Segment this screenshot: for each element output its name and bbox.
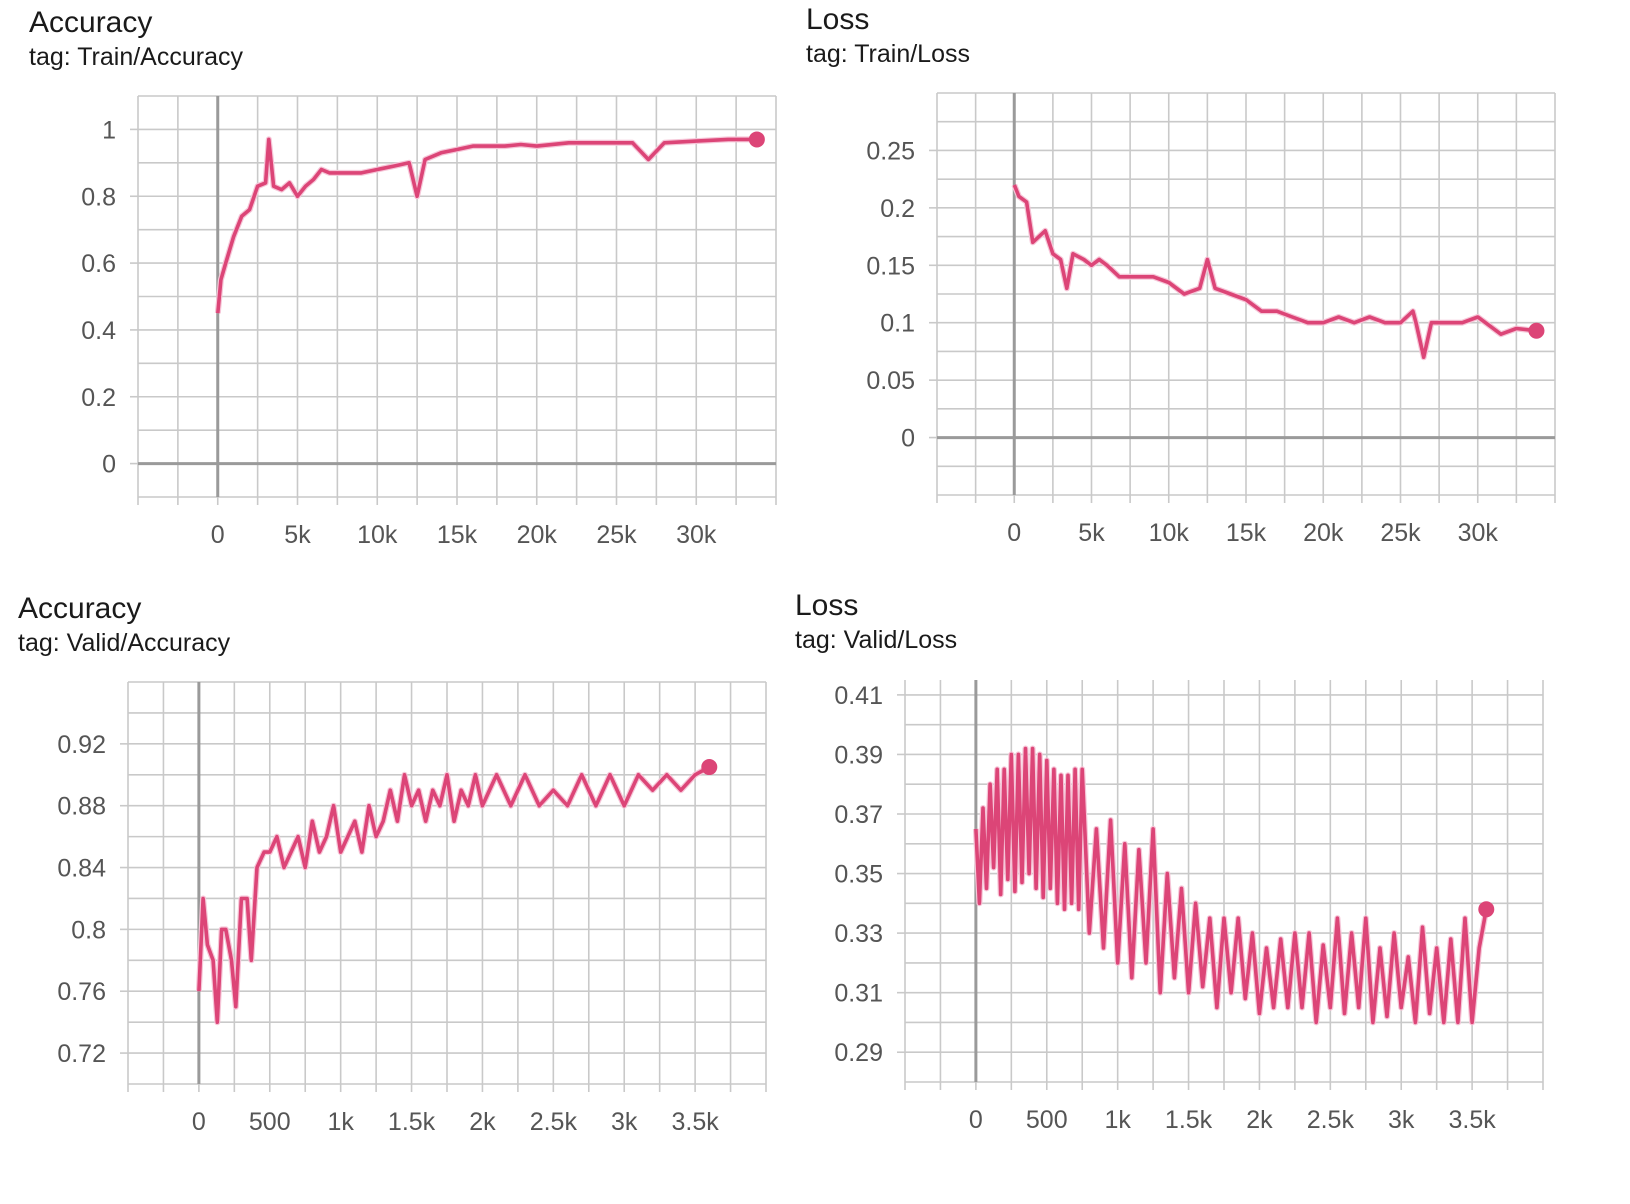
grid <box>929 92 1556 503</box>
grid <box>120 681 767 1092</box>
chart-tag: tag: Train/Accuracy <box>29 43 243 71</box>
y-tick-label: 0.72 <box>57 1040 106 1068</box>
y-tick-label: 0.84 <box>57 855 106 883</box>
x-tick-label: 3.5k <box>671 1108 719 1136</box>
y-tick-label: 1 <box>102 116 116 144</box>
x-tick-label: 2.5k <box>530 1108 578 1136</box>
chart-tag: tag: Valid/Accuracy <box>18 629 231 657</box>
chart-tag: tag: Train/Loss <box>806 40 970 68</box>
x-tick-label: 25k <box>596 521 637 549</box>
chart-panel-train-accuracy: Accuracy tag: Train/Accuracy 0 0.2 0.4 0.6 0… <box>0 0 815 590</box>
y-tick-label: 0.1 <box>880 310 915 338</box>
x-tick-label: 500 <box>249 1108 291 1136</box>
chart-title: Loss <box>795 589 859 622</box>
x-tick-label: 20k <box>517 521 558 549</box>
x-tick-label: 1.5k <box>1165 1106 1213 1134</box>
y-tick-label: 0.4 <box>81 317 116 345</box>
y-tick-label: 0.25 <box>866 137 915 165</box>
x-tick-label: 25k <box>1380 519 1421 547</box>
y-tick-label: 0.8 <box>81 183 116 211</box>
y-tick-label: 0.37 <box>834 801 883 829</box>
x-tick-label: 5k <box>284 521 311 549</box>
grid <box>897 680 1544 1090</box>
series-line <box>974 746 1489 1025</box>
chart-title: Accuracy <box>18 592 142 625</box>
y-tick-label: 0.2 <box>81 384 116 412</box>
y-tick-label: 0.35 <box>834 861 883 889</box>
y-tick-label: 0.41 <box>834 682 883 710</box>
x-tick-label: 30k <box>1458 519 1499 547</box>
y-tick-label: 0 <box>102 451 116 479</box>
y-tick-label: 0.92 <box>57 731 106 759</box>
x-tick-label: 2k <box>1246 1106 1273 1134</box>
last-point-marker[interactable] <box>1478 901 1495 918</box>
x-tick-label: 10k <box>1149 519 1190 547</box>
y-tick-label: 0.33 <box>834 920 883 948</box>
x-tick-label: 20k <box>1303 519 1344 547</box>
y-tick-label: 0.8 <box>71 916 106 944</box>
y-tick-label: 0.29 <box>834 1039 883 1067</box>
last-point-marker[interactable] <box>1528 322 1545 339</box>
y-tick-label: 0.15 <box>866 252 915 280</box>
chart-tag: tag: Valid/Loss <box>795 626 958 654</box>
x-tick-label: 10k <box>357 521 398 549</box>
y-tick-label: 0.39 <box>834 741 883 769</box>
chart-title: Loss <box>806 3 870 36</box>
train-accuracy-chart: 0 0.2 0.4 0.6 0.8 1 0 5k 10k 15k 20k 25k 30k <box>81 95 777 549</box>
chart-panel-train-loss: Loss tag: Train/Loss 0 0.05 0.1 0.15 0.2 0.25… <box>0 0 1630 590</box>
x-tick-label: 2k <box>469 1108 496 1136</box>
x-tick-label: 0 <box>192 1108 206 1136</box>
x-tick-label: 3k <box>611 1108 638 1136</box>
y-tick-label: 0.76 <box>57 978 106 1006</box>
x-tick-label: 15k <box>1226 519 1267 547</box>
y-tick-label: 0.05 <box>866 367 915 395</box>
x-tick-label: 1k <box>1104 1106 1131 1134</box>
y-tick-label: 0.2 <box>880 195 915 223</box>
series-line <box>1012 184 1537 360</box>
y-tick-label: 0.31 <box>834 980 883 1008</box>
x-tick-label: 0 <box>969 1106 983 1134</box>
y-tick-label: 0.6 <box>81 250 116 278</box>
x-tick-label: 1k <box>327 1108 354 1136</box>
x-tick-label: 3.5k <box>1448 1106 1496 1134</box>
x-tick-label: 2.5k <box>1307 1106 1355 1134</box>
x-tick-label: 15k <box>437 521 478 549</box>
chart-panel-valid-accuracy: Accuracy tag: Valid/Accuracy 0.72 0.76 0.8… <box>18 592 767 1136</box>
last-point-marker[interactable] <box>748 131 765 148</box>
x-tick-label: 1.5k <box>388 1108 436 1136</box>
x-tick-label: 0 <box>211 521 225 549</box>
x-tick-label: 30k <box>676 521 717 549</box>
y-tick-label: 0 <box>901 425 915 453</box>
chart-title: Accuracy <box>29 6 153 39</box>
x-tick-label: 5k <box>1078 519 1105 547</box>
last-point-marker[interactable] <box>701 759 718 776</box>
train-loss-chart: 0 0.05 0.1 0.15 0.2 0.25 0 5k 10k 15k 20k 25k 30k <box>866 92 1556 547</box>
x-tick-label: 0 <box>1007 519 1021 547</box>
valid-accuracy-chart: 0.72 0.76 0.8 0.84 0.88 0.92 0 500 1k 1.5k 2k 2.5k 3… <box>57 681 767 1136</box>
x-tick-label: 3k <box>1388 1106 1415 1134</box>
x-tick-label: 500 <box>1026 1106 1068 1134</box>
series-line <box>216 137 757 314</box>
y-tick-label: 0.88 <box>57 793 106 821</box>
series-line <box>197 765 711 1025</box>
